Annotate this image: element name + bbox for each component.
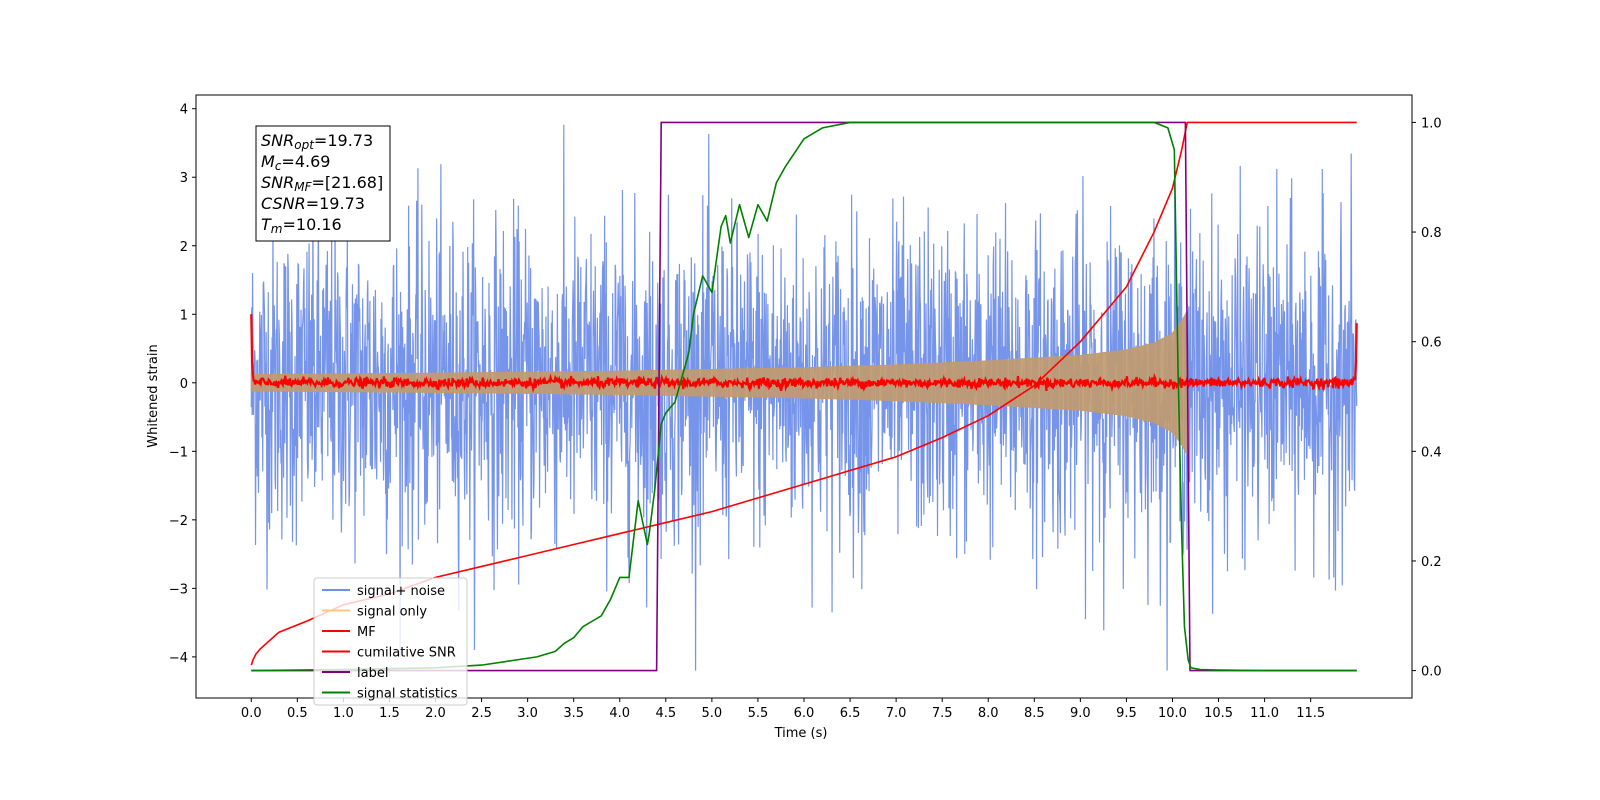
annotation-box: SNRopt=19.73Mc=4.69SNRMF=[21.68]CSNR=19.… [255, 125, 391, 242]
y-left-tick-label: 4 [180, 103, 188, 118]
legend-label: MF [357, 625, 376, 640]
y-left-tick-label: −1 [169, 445, 188, 460]
y-left-tick-label: 2 [180, 240, 188, 255]
axes-layer: 0.0 0.5 1.0 1.5 2.0 2.5 3.0 3.5 4.0 4.5 5.0 5.5 6.0 6… [169, 103, 1442, 721]
x-tick-label: 8.5 [1024, 706, 1045, 721]
x-tick-label: 6.5 [840, 706, 861, 721]
legend-label: signal+ noise [357, 584, 445, 599]
legend-label: label [357, 666, 388, 681]
x-tick-label: 9.5 [1116, 706, 1137, 721]
x-tick-label: 0.5 [287, 706, 308, 721]
x-tick-label: 2.5 [471, 706, 492, 721]
y-left-tick-label: −3 [169, 582, 188, 597]
x-tick-label: 1.5 [379, 706, 400, 721]
x-tick-label: 4.0 [609, 706, 630, 721]
x-tick-label: 11.5 [1296, 706, 1325, 721]
y-axis-label: Whitened strain [146, 344, 161, 447]
y-left-tick-label: 0 [180, 377, 188, 392]
y-right-tick-label: 1.0 [1421, 116, 1442, 131]
series-layer [250, 121, 1358, 672]
annotation-line: SNRopt=19.73 [261, 131, 373, 152]
y-right-tick-label: 0.8 [1421, 226, 1442, 241]
legend-frame [313, 577, 468, 706]
y-left-tick-label: −4 [169, 651, 188, 666]
legend: signal+ noise signal only MF cumilative SNR… [313, 577, 468, 706]
legend-label: cumilative SNR [357, 646, 456, 661]
x-tick-label: 0.0 [241, 706, 262, 721]
annotation-line: SNRMF=[21.68] [261, 173, 383, 194]
y-right-tick-label: 0.4 [1421, 445, 1442, 460]
x-tick-label: 10.0 [1158, 706, 1187, 721]
annotation-line: Mc=4.69 [261, 152, 330, 173]
x-tick-label: 10.5 [1204, 706, 1233, 721]
x-tick-label: 2.0 [425, 706, 446, 721]
x-tick-label: 7.5 [932, 706, 953, 721]
x-tick-label: 5.5 [748, 706, 769, 721]
x-tick-label: 4.5 [655, 706, 676, 721]
y-left-tick-label: 3 [180, 171, 188, 186]
annotation-line: CSNR=19.73 [261, 194, 365, 213]
x-tick-label: 7.0 [886, 706, 907, 721]
y-left-tick-label: 1 [180, 308, 188, 323]
x-tick-label: 11.0 [1250, 706, 1279, 721]
series-cumulative-snr [250, 121, 1357, 666]
y-right-tick-label: 0.2 [1421, 555, 1442, 570]
x-tick-label: 5.0 [702, 706, 723, 721]
annotation-frame [255, 125, 391, 242]
x-axis-label: Time (s) [774, 726, 828, 741]
series-signal-statistics [251, 121, 1357, 672]
x-tick-label: 9.0 [1070, 706, 1091, 721]
y-left-tick-label: −2 [169, 514, 188, 529]
y-right-tick-label: 0.6 [1421, 336, 1442, 351]
x-tick-label: 3.0 [517, 706, 538, 721]
x-tick-label: 1.0 [333, 706, 354, 721]
y-right-tick-label: 0.0 [1421, 665, 1442, 680]
legend-label: signal statistics [357, 687, 458, 702]
series-mf [250, 314, 1358, 394]
x-tick-label: 6.0 [794, 706, 815, 721]
annotation-line: Tm=10.16 [261, 215, 342, 236]
legend-label: signal only [357, 605, 427, 620]
x-tick-label: 8.0 [978, 706, 999, 721]
x-tick-label: 3.5 [563, 706, 584, 721]
